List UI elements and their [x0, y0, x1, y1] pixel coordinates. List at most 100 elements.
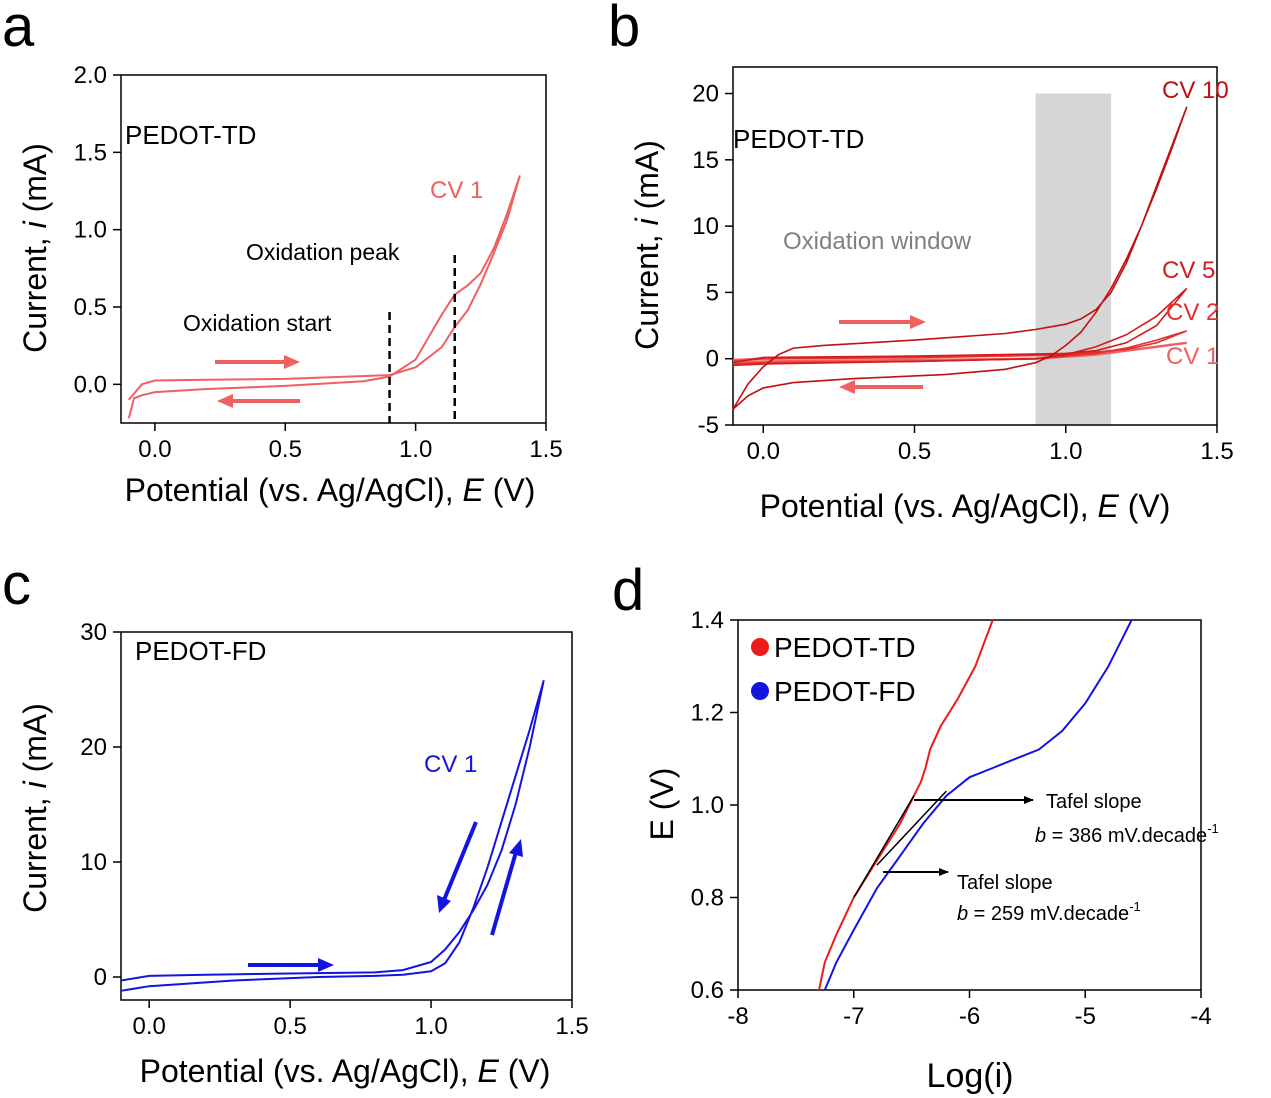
panel-b-xtick-label: 0.5 — [898, 438, 931, 465]
panel-c-ytick-label: 30 — [80, 619, 107, 646]
panel-b-cv10-label: CV 10 — [1162, 77, 1229, 104]
panel-a-xtick-label: 1.5 — [529, 436, 562, 463]
panel-b-xtick-label: 1.5 — [1200, 438, 1233, 465]
panel-d-tafel2-title: Tafel slope — [957, 872, 1053, 894]
panel-b-axes-frame — [732, 66, 1218, 426]
panel-d-ytick-label: 1.4 — [691, 607, 724, 634]
panel-a-oxidation-peak-label: Oxidation peak — [246, 239, 400, 265]
panel-d-data — [818, 619, 1133, 991]
panel-b-ytick-label: 10 — [692, 213, 719, 240]
panel-b-arrow-reverse — [839, 380, 923, 394]
panel-c-ytick-label: 20 — [80, 734, 107, 761]
panel-a-xtick-label: 1.0 — [399, 436, 432, 463]
panel-d-fit-line-td — [853, 795, 915, 898]
panel-d-chart: -8 -7 -6 -5 -4 0.6 0.8 1.0 1.2 1.4 PEDOT-TD PEDOT… — [644, 607, 1219, 1095]
panel-d-xtick-label: -6 — [959, 1003, 980, 1030]
panel-a-ticks: 0.0 0.5 1.0 1.5 0.0 0.5 1.0 1.5 2.0 — [74, 62, 563, 463]
panel-b-ticks: 0.0 0.5 1.0 1.5 -5 0 5 10 15 20 — [692, 81, 1233, 465]
panel-a-arrow-reverse — [217, 394, 300, 408]
panel-c-ticks: 0.0 0.5 1.0 1.5 0 10 20 30 — [80, 619, 588, 1040]
panel-d-xlabel: Log(i) — [927, 1057, 1014, 1095]
panel-b-ytick-label: 20 — [692, 81, 719, 108]
panel-b-ytick-label: 5 — [706, 279, 719, 306]
panel-b-data — [732, 106, 1188, 410]
panel-c-xtick-label: 1.0 — [414, 1013, 447, 1040]
panel-d-tafel1-title: Tafel slope — [1046, 791, 1142, 813]
panel-c-axes-frame — [120, 631, 573, 1001]
panel-b-window-rect — [1035, 93, 1112, 425]
panel-a-chart: 0.0 0.5 1.0 1.5 0.0 0.5 1.0 1.5 2.0 PEDOT-TD CV … — [17, 62, 563, 508]
panel-b-oxidation-window — [1035, 93, 1112, 425]
panel-a-ytick-label: 2.0 — [74, 62, 107, 89]
panel-c-xtick-label: 0.5 — [273, 1013, 306, 1040]
panel-d-legend-marker-fd — [751, 682, 769, 700]
panel-b-arrow-forward — [839, 315, 926, 329]
panel-a-cv1-label: CV 1 — [430, 177, 483, 204]
panel-b-series-cv5 — [732, 287, 1188, 367]
panel-b-ytick-label: -5 — [698, 412, 719, 439]
panel-a-xtick-label: 0.5 — [269, 436, 302, 463]
panel-c-ytick-label: 10 — [80, 849, 107, 876]
panel-d-xtick-label: -4 — [1190, 1003, 1211, 1030]
panel-a-ytick-label: 1.5 — [74, 139, 107, 166]
panel-d-ticks: -8 -7 -6 -5 -4 0.6 0.8 1.0 1.2 1.4 — [691, 607, 1212, 1030]
panel-letter-a: a — [2, 0, 35, 59]
panel-d-ylabel: E (V) — [644, 768, 680, 841]
panel-d-legend-fd: PEDOT-FD — [774, 676, 916, 707]
panel-letter-c: c — [2, 552, 31, 617]
panel-c-arrow-forward — [248, 958, 334, 972]
panel-a-data — [127, 175, 521, 423]
panel-a-oxidation-start-label: Oxidation start — [183, 310, 332, 336]
panel-a-ylabel: Current, i (mA) — [17, 143, 53, 353]
panel-c-xtick-label: 0.0 — [133, 1013, 166, 1040]
panel-c-arrow-down — [437, 821, 478, 913]
panel-b-sample-label: PEDOT-TD — [733, 124, 864, 154]
panel-d-series-td — [818, 619, 994, 991]
panel-a-ytick-label: 1.0 — [74, 217, 107, 244]
panel-letter-b: b — [608, 0, 640, 59]
panel-d-ytick-label: 0.6 — [691, 977, 724, 1004]
panel-c-ytick-label: 0 — [94, 964, 107, 991]
panel-b-ytick-label: 15 — [692, 147, 719, 174]
panel-d-ytick-label: 1.0 — [691, 792, 724, 819]
panel-b-chart: 0.0 0.5 1.0 1.5 -5 0 5 10 15 20 PEDOT-TD Oxidatio… — [629, 66, 1234, 524]
panel-d-xtick-label: -7 — [843, 1003, 864, 1030]
panel-b-xtick-label: 0.0 — [747, 438, 780, 465]
panel-d-series-fd — [823, 619, 1133, 991]
panel-c-sample-label: PEDOT-FD — [135, 636, 266, 666]
panel-d-fit-line-fd — [876, 790, 947, 866]
panel-c-data — [120, 680, 545, 992]
panel-a-ytick-label: 0.5 — [74, 294, 107, 321]
panel-a-arrow-forward — [215, 355, 300, 369]
panel-c-chart: 0.0 0.5 1.0 1.5 0 10 20 30 PEDOT-FD CV 1 Curren… — [17, 619, 589, 1089]
panel-c-cv1-label: CV 1 — [424, 751, 477, 778]
panel-d-xtick-label: -8 — [727, 1003, 748, 1030]
panel-c-xtick-label: 1.5 — [555, 1013, 588, 1040]
panel-b-xlabel: Potential (vs. Ag/AgCl), E (V) — [760, 488, 1171, 524]
panel-a-series-cv1 — [127, 175, 521, 419]
panel-c-ylabel: Current, i (mA) — [17, 703, 53, 913]
panel-d-ytick-label: 1.2 — [691, 700, 724, 727]
panel-a-xtick-label: 0.0 — [138, 436, 171, 463]
panel-c-xlabel: Potential (vs. Ag/AgCl), E (V) — [140, 1053, 551, 1089]
panel-a-ytick-label: 0.0 — [74, 371, 107, 398]
panel-d-tafel1-value: b = 386 mV.decade-1 — [1035, 821, 1219, 847]
panel-a-xlabel: Potential (vs. Ag/AgCl), E (V) — [125, 472, 536, 508]
panel-a-axes-frame — [120, 74, 547, 424]
panel-a-sample-label: PEDOT-TD — [125, 120, 256, 150]
panel-b-ytick-label: 0 — [706, 346, 719, 373]
panel-d-xtick-label: -5 — [1075, 1003, 1096, 1030]
panel-b-series-cv10 — [732, 106, 1188, 410]
panel-b-cv5-label: CV 5 — [1162, 257, 1215, 284]
panel-c-series-cv1 — [120, 680, 545, 992]
panel-d-legend-marker-td — [751, 638, 769, 656]
panel-b-cv2-label: CV 2 — [1166, 299, 1219, 326]
panel-d-tafel2-value: b = 259 mV.decade-1 — [957, 899, 1141, 925]
panel-b-xtick-label: 1.0 — [1049, 438, 1082, 465]
panel-d-ytick-label: 0.8 — [691, 885, 724, 912]
panel-b-cv1-label: CV 1 — [1166, 343, 1219, 370]
panel-letter-d: d — [612, 558, 644, 623]
panel-b-ylabel: Current, i (mA) — [629, 140, 665, 350]
panel-c-arrow-up — [490, 839, 523, 936]
